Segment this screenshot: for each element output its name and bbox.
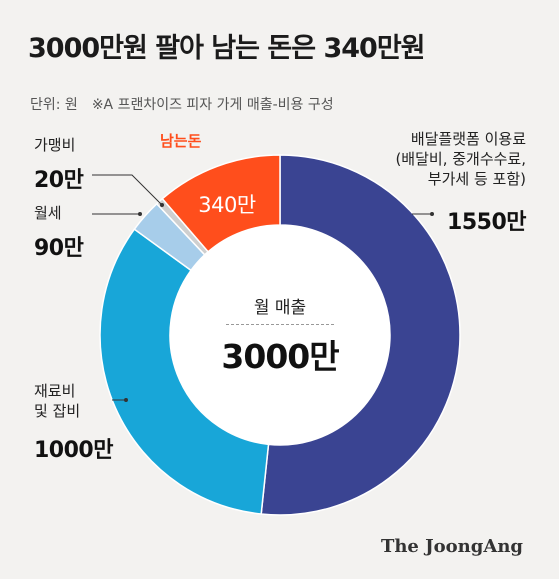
donut-hole [170,225,390,445]
label-franchise-fee: 가맹비 [34,136,76,154]
center-label: 월 매출 [253,298,307,318]
center-value: 3000만 [221,337,339,376]
chart-title: 3000만원 팔아 남는 돈은 340만원 [28,33,426,64]
chart-subtitle: 단위: 원 ※A 프랜차이즈 피자 가게 매출-비용 구성 [30,94,334,114]
leader-franchise-fee [92,174,163,206]
center-divider [226,324,334,325]
leader-franchise-fee-dot [160,203,164,207]
unit-note: 단위: 원 [30,97,78,113]
publisher-credit: The JoongAng [380,536,523,557]
label-platform-fee-line1: 배달플랫폼 이용료 [410,130,526,148]
label-rent: 월세 [34,204,62,222]
label-profit: 남는돈 [160,132,202,150]
label-platform-fee-line3: 부가세 등 포함) [427,170,526,188]
value-profit: 340만 [198,193,256,217]
value-franchise-fee: 20만 [34,168,84,193]
leader-rent-dot [138,212,142,216]
value-platform-fee: 1550만 [447,210,526,235]
label-platform-fee: 배달플랫폼 이용료 (배달비, 중개수수료, 부가세 등 포함) [380,129,526,189]
source-note: ※A 프랜차이즈 피자 가게 매출-비용 구성 [91,97,334,113]
label-materials: 재료비 및 잡비 [34,381,80,421]
value-materials: 1000만 [34,438,113,463]
value-rent: 90만 [34,236,84,261]
label-platform-fee-line2: (배달비, 중개수수료, [395,150,526,168]
leader-platform-fee-dot [430,212,434,216]
leader-materials-dot [124,398,128,402]
label-materials-line1: 재료비 [34,382,76,400]
label-materials-line2: 및 잡비 [34,402,81,420]
